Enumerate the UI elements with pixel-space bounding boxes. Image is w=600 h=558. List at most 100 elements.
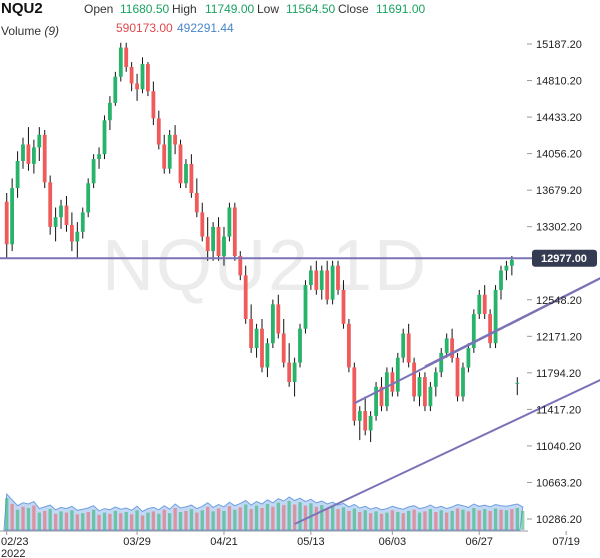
symbol-label: NQU2: [1, 0, 43, 17]
candle-body: [124, 47, 129, 67]
volume-bar: [369, 513, 373, 530]
candle-body: [395, 357, 400, 392]
candle-body: [482, 294, 487, 315]
candle-body: [113, 76, 118, 103]
candle-body: [504, 265, 509, 271]
candle-body: [173, 134, 177, 145]
volume-bar: [124, 512, 128, 530]
candle-body: [325, 270, 330, 300]
candle-body: [205, 236, 210, 252]
candle-body: [379, 386, 384, 407]
volume-bar: [195, 512, 199, 530]
y-tick-label: 13302.20: [536, 222, 582, 234]
ohlc-header: NQU2 Open 11680.50 High 11749.00 Low 115…: [0, 0, 600, 20]
candle-body: [499, 270, 503, 290]
candle-body: [200, 212, 205, 237]
volume-bar: [293, 504, 297, 530]
candle-body: [162, 144, 167, 169]
y-tick-label: 12548.20: [536, 295, 582, 307]
candle-body: [423, 377, 427, 407]
candle-body: [156, 118, 161, 145]
volume-bar: [244, 504, 248, 530]
volume-bar: [287, 501, 291, 530]
volume-bar: [493, 508, 498, 530]
candle-body: [336, 265, 340, 290]
candle-body: [91, 159, 96, 184]
volume-bar: [102, 512, 107, 530]
candle-body: [184, 163, 188, 184]
volume-bar: [363, 510, 367, 530]
candle-body: [390, 372, 395, 392]
open-value: 11680.50: [120, 2, 170, 16]
y-tick-label: 11794.20: [536, 368, 581, 380]
candle-body: [42, 134, 47, 183]
candle-body: [455, 357, 460, 397]
candle-body: [21, 144, 25, 161]
candle-body: [59, 205, 63, 218]
volume-bar: [276, 502, 280, 530]
candle-body: [37, 134, 42, 148]
last-price-text: 12977.00: [541, 253, 587, 265]
low-label: Low: [257, 2, 280, 16]
candle-body: [48, 182, 53, 227]
x-tick-label: 03/29: [123, 536, 151, 548]
candle-body: [140, 64, 145, 90]
candle-body: [493, 289, 498, 344]
candle-body: [211, 226, 215, 252]
candle-body: [194, 193, 199, 213]
volume-bar: [298, 502, 302, 530]
candle-body: [309, 270, 313, 285]
volume-bar: [374, 511, 378, 530]
volume-bar: [423, 511, 427, 530]
candle-body: [216, 226, 221, 256]
volume-bar: [499, 509, 503, 530]
volume-bar: [211, 511, 215, 530]
candle-body: [374, 386, 378, 416]
candle-body: [314, 270, 319, 290]
candle-body: [238, 256, 243, 276]
volume-bar: [358, 512, 362, 530]
candle-body: [26, 144, 31, 164]
volume-bar: [233, 509, 237, 530]
x-tick-label: 04/21: [210, 536, 238, 548]
candle-body: [167, 134, 172, 169]
volume-bar: [54, 513, 58, 530]
y-axis: 15187.20 14810.20 14433.20 14056.20 13679.20…: [527, 39, 582, 526]
y-tick-label: 13679.20: [536, 185, 582, 197]
volume-bar: [254, 505, 259, 530]
candle-body: [357, 411, 362, 421]
volume-bar: [119, 513, 123, 530]
volume-bar: [5, 498, 9, 530]
y-tick-label: 11417.20: [536, 404, 581, 416]
candle-body: [303, 285, 308, 329]
last-price-badge-box: [532, 249, 597, 267]
volume-bar: [379, 513, 384, 530]
candle-body: [135, 83, 139, 90]
volume-bar: [10, 503, 14, 530]
volume-bar: [461, 509, 465, 530]
candle-body: [428, 386, 433, 407]
candle-body: [4, 201, 9, 245]
volume-layer: [3, 492, 525, 531]
volume-bar: [450, 510, 454, 530]
candle-body: [477, 294, 482, 315]
volume-bar: [466, 511, 471, 530]
volume-bar: [168, 513, 172, 530]
x-tick-label: 05/13: [297, 536, 325, 548]
candle-body: [298, 328, 302, 363]
candle-body: [439, 352, 444, 373]
candle-body: [363, 411, 368, 431]
volume-bar: [140, 515, 145, 530]
volume-bar: [37, 512, 41, 530]
volume-bar: [412, 509, 416, 530]
volume-bar: [455, 508, 460, 530]
line-layer: [0, 257, 600, 525]
close-value: 11691.00: [376, 2, 426, 16]
volume-bar: [325, 508, 329, 530]
candle-body: [86, 183, 91, 213]
candle-body: [515, 382, 520, 384]
candle-body: [243, 275, 248, 319]
candle-body: [352, 367, 357, 421]
